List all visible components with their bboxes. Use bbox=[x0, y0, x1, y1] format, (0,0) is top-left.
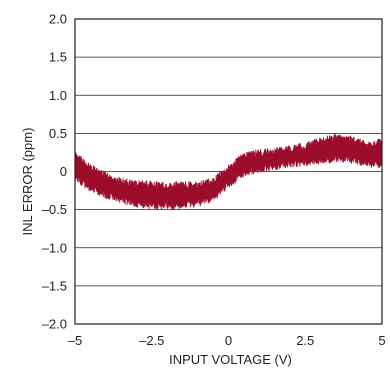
series-line bbox=[74, 133, 383, 210]
x-tick-label: 0 bbox=[225, 333, 232, 348]
y-axis-label: INL ERROR (ppm) bbox=[20, 128, 35, 236]
x-tick-labels: –5 –2.5 0 2.5 5 bbox=[68, 333, 386, 348]
y-tick-label: –1.0 bbox=[42, 240, 67, 255]
x-axis-label: INPUT VOLTAGE (V) bbox=[169, 352, 292, 367]
x-tick-label: –5 bbox=[68, 333, 82, 348]
y-tick-label: 0.5 bbox=[49, 126, 67, 141]
y-tick-label: 0 bbox=[60, 164, 67, 179]
y-tick-label: –1.5 bbox=[42, 278, 67, 293]
series-layer bbox=[74, 133, 383, 211]
y-tick-label: 1.0 bbox=[49, 88, 67, 103]
y-tick-label: –0.5 bbox=[42, 202, 67, 217]
y-tick-labels: 2.0 1.5 1.0 0.5 0 –0.5 –1.0 –1.5 –2.0 bbox=[42, 12, 67, 332]
x-tick-label: 2.5 bbox=[296, 333, 314, 348]
x-tick-label: –2.5 bbox=[139, 333, 164, 348]
x-tick-label: 5 bbox=[378, 333, 385, 348]
y-tick-label: 1.5 bbox=[49, 50, 67, 65]
y-tick-label: –2.0 bbox=[42, 317, 67, 332]
plot-frame bbox=[74, 18, 383, 325]
y-tick-label: 2.0 bbox=[49, 12, 67, 27]
